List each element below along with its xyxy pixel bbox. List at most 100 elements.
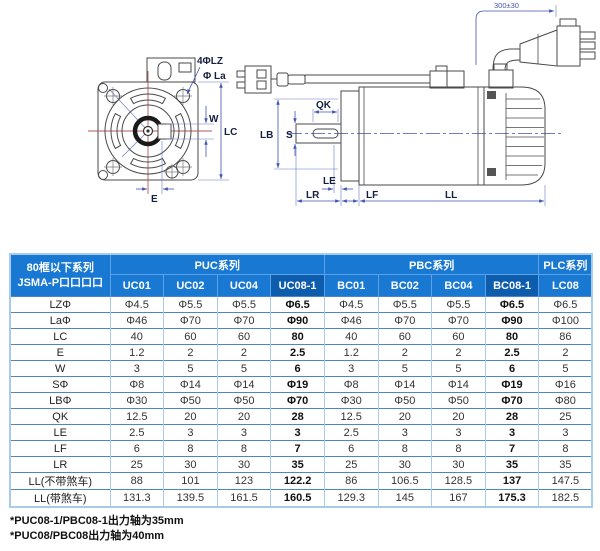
cell-LaΦ-UC02: Φ70: [163, 312, 218, 329]
cell-LZΦ-UC08-1: Φ6.5: [270, 296, 325, 313]
cell-LL(不带煞车)-BC02: 106.5: [377, 472, 432, 490]
technical-drawing: 4ΦLZ Φ La W LC E: [88, 1, 596, 206]
cell-LZΦ-LC08: Φ6.5: [538, 296, 593, 313]
cell-LL(带煞车)-UC04: 161.5: [216, 489, 271, 507]
cell-E-UC01: 1.2: [109, 344, 164, 361]
row-label: E: [9, 344, 110, 361]
label-phi-la: Φ La: [203, 71, 226, 82]
footnotes: *PUC08-1/PBC08-1出力轴为35mm *PUC08/PBC08出力轴…: [10, 514, 184, 544]
cell-LBΦ-UC04: Φ50: [216, 392, 271, 409]
cell-LR-BC08-1: 35: [484, 456, 539, 473]
lz-leader: [186, 66, 201, 95]
front-view: 4ΦLZ Φ La W LC E: [88, 56, 237, 205]
cell-LR-UC02: 30: [163, 456, 218, 473]
cell-QK-UC04: 20: [216, 408, 271, 425]
cell-LZΦ-UC01: Φ4.5: [109, 296, 164, 313]
cell-LE-UC08-1: 3: [270, 424, 325, 441]
corner-line1: 80框以下系列: [26, 262, 94, 275]
cell-LF-UC02: 8: [163, 440, 218, 457]
cell-SΦ-BC08-1: Φ19: [484, 376, 539, 393]
cell-E-BC04: 2: [431, 344, 486, 361]
table-row: LBΦ Φ30 Φ50 Φ50 Φ70 Φ30 Φ50 Φ50 Φ70 Φ80: [9, 392, 593, 409]
cell-LL(带煞车)-LC08: 182.5: [538, 489, 593, 507]
cell-W-BC01: 3: [323, 360, 379, 377]
cell-LC-BC04: 60: [431, 328, 486, 345]
cell-LL(不带煞车)-UC01: 88: [109, 472, 164, 490]
shaft-center-dot: [146, 129, 150, 133]
row-label: LR: [9, 456, 110, 473]
row-label: LL(不带煞车): [9, 472, 110, 490]
cell-SΦ-UC01: Φ8: [109, 376, 164, 393]
table-row: LL(不带煞车) 88 101 123 122.2 86 106.5 128.5 137 147.…: [9, 472, 593, 490]
label-lr: LR: [306, 190, 320, 201]
cell-W-UC02: 5: [163, 360, 218, 377]
cell-LBΦ-UC08-1: Φ70: [270, 392, 325, 409]
table-row: QK 12.5 20 20 28 12.5 20 20 28 25: [9, 408, 593, 425]
cell-LL(带煞车)-UC02: 139.5: [163, 489, 218, 507]
dimension-table: 80框以下系列 JSMA-P口口口口 PUC系列 PBC系列 PLC系列 UC0…: [9, 253, 594, 508]
cell-LBΦ-BC08-1: Φ70: [484, 392, 539, 409]
cell-LaΦ-LC08: Φ100: [538, 312, 593, 329]
table-body: LZΦ Φ4.5 Φ5.5 Φ5.5 Φ6.5 Φ4.5 Φ5.5 Φ5.5 Φ6.5 Φ6.5 L…: [9, 296, 593, 507]
cell-LZΦ-BC01: Φ4.5: [323, 296, 379, 313]
cell-LaΦ-BC04: Φ70: [431, 312, 486, 329]
column-header-BC04: BC04: [431, 274, 486, 297]
cell-LE-BC02: 3: [377, 424, 432, 441]
label-cable-length: 300±30: [494, 1, 519, 10]
cell-LL(带煞车)-BC01: 129.3: [323, 489, 379, 507]
cell-LC-UC08-1: 80: [270, 328, 325, 345]
cell-LR-UC04: 30: [216, 456, 271, 473]
cell-SΦ-BC01: Φ8: [323, 376, 379, 393]
connector-pin: [579, 51, 596, 60]
cell-LF-BC04: 8: [431, 440, 486, 457]
cell-LL(不带煞车)-UC04: 123: [216, 472, 271, 490]
cell-LBΦ-BC02: Φ50: [377, 392, 432, 409]
cell-LE-BC01: 2.5: [323, 424, 379, 441]
cell-LZΦ-BC02: Φ5.5: [377, 296, 432, 313]
series-header-row: 80框以下系列 JSMA-P口口口口 PUC系列 PBC系列 PLC系列: [9, 253, 593, 297]
cell-LF-LC08: 8: [538, 440, 593, 457]
cell-LaΦ-UC04: Φ70: [216, 312, 271, 329]
cell-LL(带煞车)-BC02: 145: [377, 489, 432, 507]
cell-LL(带煞车)-UC01: 131.3: [109, 489, 164, 507]
bolt-circle-diagonal: [108, 88, 149, 132]
table-row: LaΦ Φ46 Φ70 Φ70 Φ90 Φ46 Φ70 Φ70 Φ90 Φ100: [9, 312, 593, 329]
cell-LaΦ-BC01: Φ46: [323, 312, 379, 329]
cell-LC-BC02: 60: [377, 328, 432, 345]
shaft-keyslot: [312, 128, 339, 139]
cell-LBΦ-LC08: Φ80: [538, 392, 593, 409]
table-header: 80框以下系列 JSMA-P口口口口 PUC系列 PBC系列 PLC系列 UC0…: [9, 253, 593, 297]
motor-body: [358, 86, 485, 186]
label-s: S: [286, 130, 293, 141]
row-label: SΦ: [9, 376, 110, 393]
connector-body: [556, 25, 581, 67]
cell-QK-UC08-1: 28: [270, 408, 325, 425]
cell-LZΦ-BC08-1: Φ6.5: [484, 296, 539, 313]
corner-line2: JSMA-P口口口口: [17, 276, 104, 289]
cell-LBΦ-UC01: Φ30: [109, 392, 164, 409]
label-qk: QK: [316, 100, 332, 111]
cell-E-UC08-1: 2.5: [270, 344, 325, 361]
cell-LE-UC04: 3: [216, 424, 271, 441]
column-header-UC02: UC02: [163, 274, 218, 297]
slot-top: [129, 93, 167, 105]
cell-W-BC02: 5: [377, 360, 432, 377]
cell-LBΦ-BC04: Φ50: [431, 392, 486, 409]
cell-SΦ-LC08: Φ16: [538, 376, 593, 393]
cell-LaΦ-UC01: Φ46: [109, 312, 164, 329]
series-header-pbc: PBC系列: [323, 253, 539, 275]
cell-LR-BC02: 30: [377, 456, 432, 473]
series-header-puc: PUC系列: [109, 253, 325, 275]
label-e: E: [151, 194, 158, 205]
cell-E-LC08: 2: [538, 344, 593, 361]
label-le: LE: [323, 176, 336, 187]
cell-LE-BC08-1: 3: [484, 424, 539, 441]
cell-E-UC02: 2: [163, 344, 218, 361]
row-label: LaΦ: [9, 312, 110, 329]
footnote-2: *PUC08/PBC08出力轴为40mm: [10, 530, 165, 542]
rear-housing: [483, 86, 546, 186]
pilot-circle: [121, 104, 175, 158]
cell-LZΦ-UC02: Φ5.5: [163, 296, 218, 313]
cell-E-BC02: 2: [377, 344, 432, 361]
